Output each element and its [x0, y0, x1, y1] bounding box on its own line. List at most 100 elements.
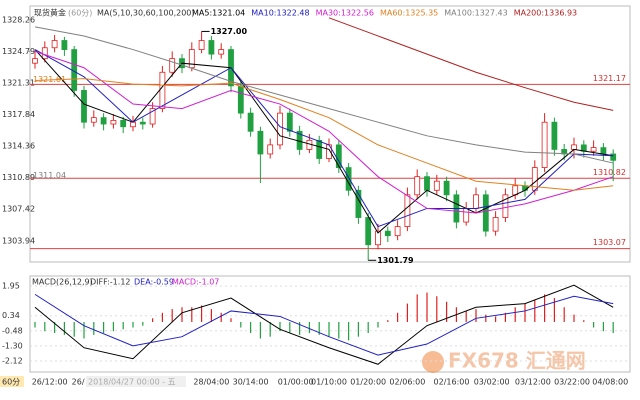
macd-frame — [29, 275, 631, 373]
y-tick-label: 1321.31 — [2, 79, 35, 88]
x-tick-label: 26/12:00 — [32, 378, 68, 387]
candle-body — [286, 112, 293, 132]
y-tick-label: 1317.84 — [2, 110, 35, 119]
ma-line — [328, 17, 614, 111]
candle-body — [571, 144, 577, 150]
x-tick-label: 02/06:00 — [389, 378, 425, 387]
x-tick-label: 01/00:00 — [278, 378, 314, 387]
macd-line — [34, 293, 614, 356]
candle-body — [41, 47, 48, 60]
candle-body — [198, 40, 205, 50]
ma-label: MA(5,10,30,60,100,200) — [97, 9, 195, 18]
y-tick-label: 1324.79 — [2, 47, 35, 56]
macd-tick-label: 0.34 — [2, 311, 20, 320]
candle-body — [394, 226, 401, 237]
x-tick-label: 03/22:00 — [554, 378, 590, 387]
candle-body — [32, 58, 38, 64]
level-label: 1321.17 — [593, 74, 626, 83]
x-tick-label: 01/10:00 — [311, 378, 347, 387]
y-tick-label: 1314.36 — [2, 142, 35, 151]
cursor-label: 2018/04/27 00:00 - 五 — [88, 378, 176, 387]
candle-body — [218, 49, 225, 55]
cursor-label-bg — [86, 376, 186, 387]
x-tick-label: 28/04:00 — [193, 378, 229, 387]
macd-header: MACD(26,12,9) — [32, 278, 93, 287]
x-tick-label: 26/ — [72, 378, 85, 387]
candle-body — [384, 230, 391, 237]
macd-line — [34, 284, 614, 365]
candle-body — [365, 217, 372, 246]
candle-body — [139, 121, 146, 125]
candle-body — [424, 176, 430, 191]
macd-tick-label: -1.30 — [2, 341, 23, 350]
candle-body — [433, 180, 440, 191]
candle-body — [414, 176, 421, 196]
candle-body — [61, 40, 68, 50]
candle-body — [90, 117, 97, 123]
macd-value: MACD:-1.07 — [172, 278, 219, 287]
candle-body — [81, 90, 87, 123]
watermark-logo — [422, 351, 444, 373]
y-tick-label: 1310.89 — [2, 173, 35, 182]
level-label: 1310.82 — [593, 168, 626, 177]
y-tick-label: 1307.42 — [2, 205, 35, 214]
candle-body — [541, 121, 548, 168]
x-tick-label: 02/16:00 — [434, 378, 470, 387]
candle-body — [610, 153, 617, 161]
low-label: 1301.79 — [377, 256, 414, 265]
level-label: 1303.07 — [593, 238, 626, 247]
candle-body — [316, 139, 323, 159]
candle-body — [100, 117, 107, 125]
candle-body — [247, 112, 254, 132]
candle-body — [463, 208, 470, 223]
candle-body — [522, 185, 528, 191]
candle-body — [590, 147, 597, 152]
y-tick-label: 1328.26 — [2, 15, 35, 24]
macd-tick-label: -2.12 — [2, 356, 23, 365]
ma-value: MA100:1327.43 — [444, 9, 507, 18]
candle-body — [120, 119, 127, 128]
x-tick-label: 01/20:00 — [350, 378, 386, 387]
y-tick-label: 1303.94 — [2, 236, 35, 245]
candle-body — [473, 194, 479, 209]
candle-body — [375, 230, 381, 246]
candle-body — [502, 194, 509, 218]
candle-body — [110, 119, 117, 125]
candle-body — [149, 108, 156, 125]
candle-body — [600, 147, 607, 155]
ma-value: MA5:1321.04 — [192, 9, 245, 18]
high-label: 1327.00 — [211, 27, 248, 36]
candle-body — [51, 40, 58, 49]
ma-value: MA60:1325.35 — [380, 9, 438, 18]
candle-body — [208, 40, 215, 55]
candle-body — [130, 121, 136, 128]
x-tick-label: 30/14:00 — [233, 378, 269, 387]
macd-tick-label: -0.48 — [2, 326, 23, 335]
candle-body — [443, 180, 450, 196]
candle-body — [492, 217, 499, 232]
x-tick-label: 03/12:00 — [515, 378, 551, 387]
left-level-label: 1311.04 — [33, 171, 66, 180]
candle-body — [277, 112, 283, 146]
x-tick-label: 03/02:00 — [474, 378, 510, 387]
header-period: (60分) — [68, 9, 92, 18]
candle-body — [551, 121, 558, 150]
period-tag: 60分 — [2, 378, 20, 387]
candle-body — [512, 185, 519, 196]
ma-line — [34, 49, 614, 228]
x-tick-label: 04/08:00 — [592, 378, 628, 387]
period-tag-bg — [0, 376, 24, 387]
candle-body — [482, 194, 489, 232]
ma-line — [34, 50, 614, 214]
macd-tick-label: 1.95 — [2, 282, 20, 291]
macd-diff: DIFF:-1.12 — [90, 278, 131, 287]
ma-value: MA200:1336.93 — [514, 9, 577, 18]
candle-body — [404, 194, 411, 227]
candle-body — [237, 85, 244, 114]
candle-body — [267, 144, 274, 155]
left-level-label: 1321.61 — [33, 75, 66, 84]
header-title: 现货黄金 — [34, 8, 66, 18]
candle-body — [257, 130, 264, 155]
